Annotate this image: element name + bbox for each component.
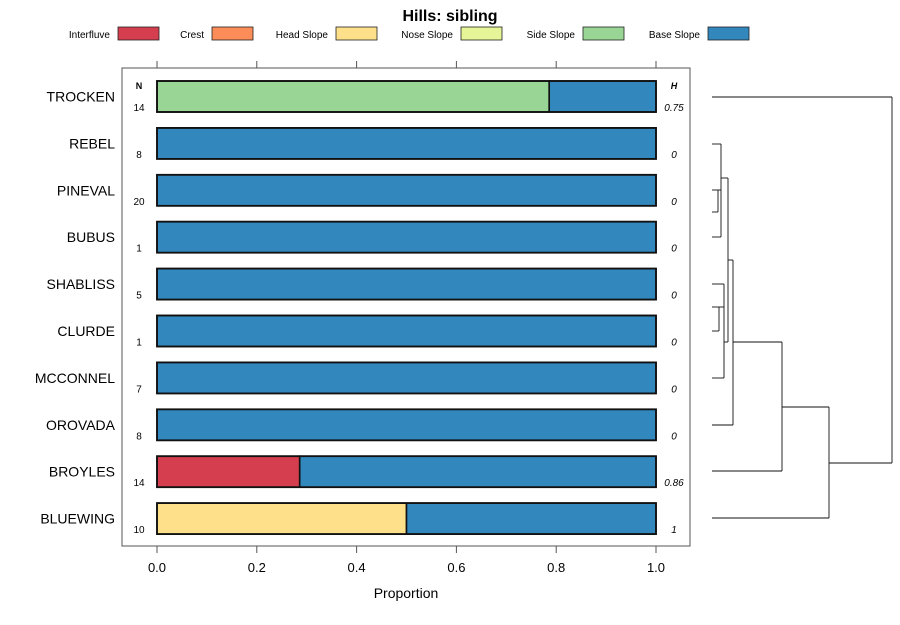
n-header: N [136, 81, 143, 91]
x-axis-label: Proportion [374, 585, 439, 601]
bar-frame-pineval [156, 173, 657, 207]
bar-rebel-base-slope [156, 127, 657, 160]
bar-clurde-base-slope [156, 314, 657, 348]
bar-bluewing-base-slope [405, 502, 657, 535]
category-label-trocken: TROCKEN [47, 89, 115, 105]
category-label-broyles: BROYLES [49, 464, 115, 480]
bar-trocken-side-slope [156, 80, 551, 113]
bar-shabliss-base-slope [156, 267, 657, 301]
h-header: H [671, 81, 678, 91]
category-label-pineval: PINEVAL [57, 182, 115, 198]
h-value-orovada: 0 [671, 431, 677, 442]
legend-swatch-0 [117, 26, 160, 41]
n-value-shabliss: 5 [136, 291, 142, 302]
h-value-bluewing: 1 [671, 525, 677, 536]
bar-frame-bluewing [156, 502, 657, 536]
h-value-trocken: 0.75 [664, 103, 684, 114]
category-label-clurde: CLURDE [57, 323, 115, 339]
bar-bluewing-head-slope [156, 502, 408, 535]
dendrogram [712, 96, 893, 519]
category-label-rebel: REBEL [69, 135, 115, 151]
chart-title: Hills: sibling [402, 8, 497, 25]
legend-label-4: Side Slope [527, 30, 576, 41]
n-value-orovada: 8 [136, 431, 142, 442]
category-label-shabliss: SHABLISS [47, 276, 115, 292]
bar-frame-shabliss [156, 267, 657, 301]
category-label-bubus: BUBUS [67, 229, 115, 245]
bar-frame-clurde [156, 314, 657, 348]
legend-swatch-5 [707, 26, 750, 41]
category-label-orovada: OROVADA [46, 417, 116, 433]
n-value-bubus: 1 [136, 244, 142, 255]
legend-swatch-1 [211, 26, 254, 41]
x-tick-label-4: 0.8 [547, 560, 565, 575]
h-value-pineval: 0 [671, 197, 677, 208]
legend-label-1: Crest [180, 30, 204, 41]
legend: Interfluve Crest Head Slope Nose Slope Side … [69, 26, 750, 41]
n-value-broyles: 14 [133, 478, 145, 489]
plot-panel [121, 67, 691, 547]
legend-label-5: Base Slope [649, 30, 701, 41]
n-value-trocken: 14 [133, 103, 145, 114]
x-tick-label-5: 1.0 [647, 560, 665, 575]
category-label-mcconnel: MCCONNEL [35, 370, 115, 386]
legend-swatch-2 [335, 26, 378, 41]
legend-swatch-4 [582, 26, 625, 41]
h-value-bubus: 0 [671, 244, 677, 255]
bar-frame-trocken [156, 80, 657, 113]
x-axis: 0.0 0.2 0.4 0.6 0.8 1.0 [148, 61, 665, 575]
bar-orovada-base-slope [156, 408, 657, 442]
bar-frame-broyles [156, 455, 657, 489]
n-value-rebel: 8 [136, 150, 142, 161]
x-tick-label-0: 0.0 [148, 560, 166, 575]
bar-trocken-base-slope [548, 80, 657, 113]
n-value-clurde: 1 [136, 338, 142, 349]
h-value-rebel: 0 [671, 150, 677, 161]
n-value-mcconnel: 7 [136, 384, 142, 395]
category-label-bluewing: BLUEWING [40, 511, 115, 527]
bar-frame-bubus [156, 220, 657, 254]
bar-mcconnel-base-slope [156, 361, 657, 395]
bars [156, 80, 657, 536]
x-tick-label-1: 0.2 [248, 560, 266, 575]
bar-frame-mcconnel [156, 361, 657, 395]
bar-pineval-base-slope [156, 174, 657, 207]
legend-label-0: Interfluve [69, 30, 111, 41]
legend-label-3: Nose Slope [401, 30, 453, 41]
bar-broyles-interfluve [156, 455, 301, 489]
legend-label-2: Head Slope [276, 30, 329, 41]
h-value-mcconnel: 0 [671, 384, 677, 395]
x-tick-label-3: 0.6 [447, 560, 465, 575]
bar-frame-orovada [156, 408, 657, 442]
n-value-pineval: 20 [133, 197, 145, 208]
n-value-bluewing: 10 [133, 525, 145, 536]
x-tick-label-2: 0.4 [348, 560, 366, 575]
h-value-shabliss: 0 [671, 291, 677, 302]
bar-bubus-base-slope [156, 220, 657, 254]
h-value-broyles: 0.86 [664, 478, 684, 489]
legend-swatch-3 [460, 26, 503, 41]
bar-broyles-base-slope [298, 455, 657, 489]
bar-frame-rebel [156, 127, 657, 160]
h-value-clurde: 0 [671, 338, 677, 349]
